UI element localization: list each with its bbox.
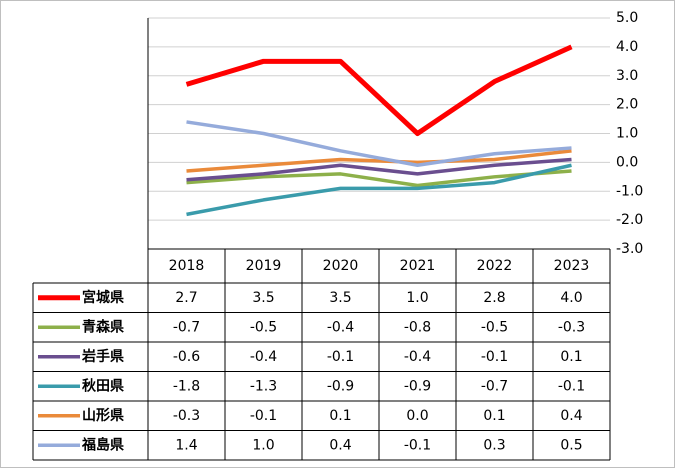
y-tick-label: 2.0 (616, 97, 638, 113)
table-value: 1.0 (252, 437, 274, 453)
series-line (186, 157, 572, 182)
table-value: -0.1 (558, 378, 585, 394)
table-value: -0.9 (327, 378, 354, 394)
y-tick-label: 0.0 (616, 154, 638, 170)
table-value: 2.8 (483, 290, 505, 306)
table-value: 0.4 (329, 437, 351, 453)
table-value: -0.3 (558, 319, 585, 335)
y-tick-label: 5.0 (616, 10, 638, 26)
table-value: -0.3 (173, 408, 200, 424)
table-value: -0.8 (404, 319, 431, 335)
table-value: -0.7 (173, 319, 200, 335)
table-value: -0.1 (327, 349, 354, 365)
series-line (186, 169, 572, 188)
table-value: -0.5 (250, 319, 277, 335)
legend-label: 宮城県 (82, 289, 124, 306)
table-value: 0.0 (406, 408, 428, 424)
series-line (186, 149, 572, 173)
table-value: -0.7 (481, 378, 508, 394)
table-value: 2.7 (175, 290, 197, 306)
y-tick-label: 1.0 (616, 126, 638, 142)
x-tick-label: 2021 (400, 258, 436, 274)
table-value: 0.5 (560, 437, 582, 453)
table-value: -1.8 (173, 378, 200, 394)
table-value: -0.4 (404, 349, 431, 365)
y-tick-label: 3.0 (616, 68, 638, 84)
table-value: -0.4 (327, 319, 354, 335)
table-value: 0.1 (560, 349, 582, 365)
series-line (186, 163, 572, 217)
table-value: -0.1 (404, 437, 431, 453)
table-value: -1.3 (250, 378, 277, 394)
table-value: 0.1 (329, 408, 351, 424)
series-line (185, 44, 573, 136)
x-tick-label: 2020 (323, 258, 359, 274)
table-value: -0.6 (173, 349, 200, 365)
y-tick-label: -2.0 (616, 212, 643, 228)
series-line (186, 120, 572, 168)
x-tick-label: 2018 (169, 258, 205, 274)
legend-label: 山形県 (82, 407, 124, 424)
table-value: 0.3 (483, 437, 505, 453)
table-value: -0.5 (481, 319, 508, 335)
table-value: -0.9 (404, 378, 431, 394)
y-tick-label: 4.0 (616, 39, 638, 55)
y-tick-label: -3.0 (616, 241, 643, 257)
legend-label: 岩手県 (81, 348, 124, 365)
legend-label: 秋田県 (82, 377, 124, 394)
table-value: 3.5 (252, 290, 274, 306)
legend-label: 福島県 (81, 436, 124, 453)
x-tick-label: 2019 (246, 258, 282, 274)
table-value: -0.4 (250, 349, 277, 365)
table-value: 3.5 (329, 290, 351, 306)
x-tick-label: 2022 (477, 258, 513, 274)
table-value: 0.1 (483, 408, 505, 424)
table-value: 1.0 (406, 290, 428, 306)
table-value: -0.1 (250, 408, 277, 424)
table-value: 0.4 (560, 408, 582, 424)
y-tick-label: -1.0 (616, 183, 643, 199)
legend-label: 青森県 (82, 318, 124, 335)
table-value: 4.0 (560, 290, 582, 306)
table-value: 1.4 (175, 437, 197, 453)
x-tick-label: 2023 (554, 258, 590, 274)
table-value: -0.1 (481, 349, 508, 365)
